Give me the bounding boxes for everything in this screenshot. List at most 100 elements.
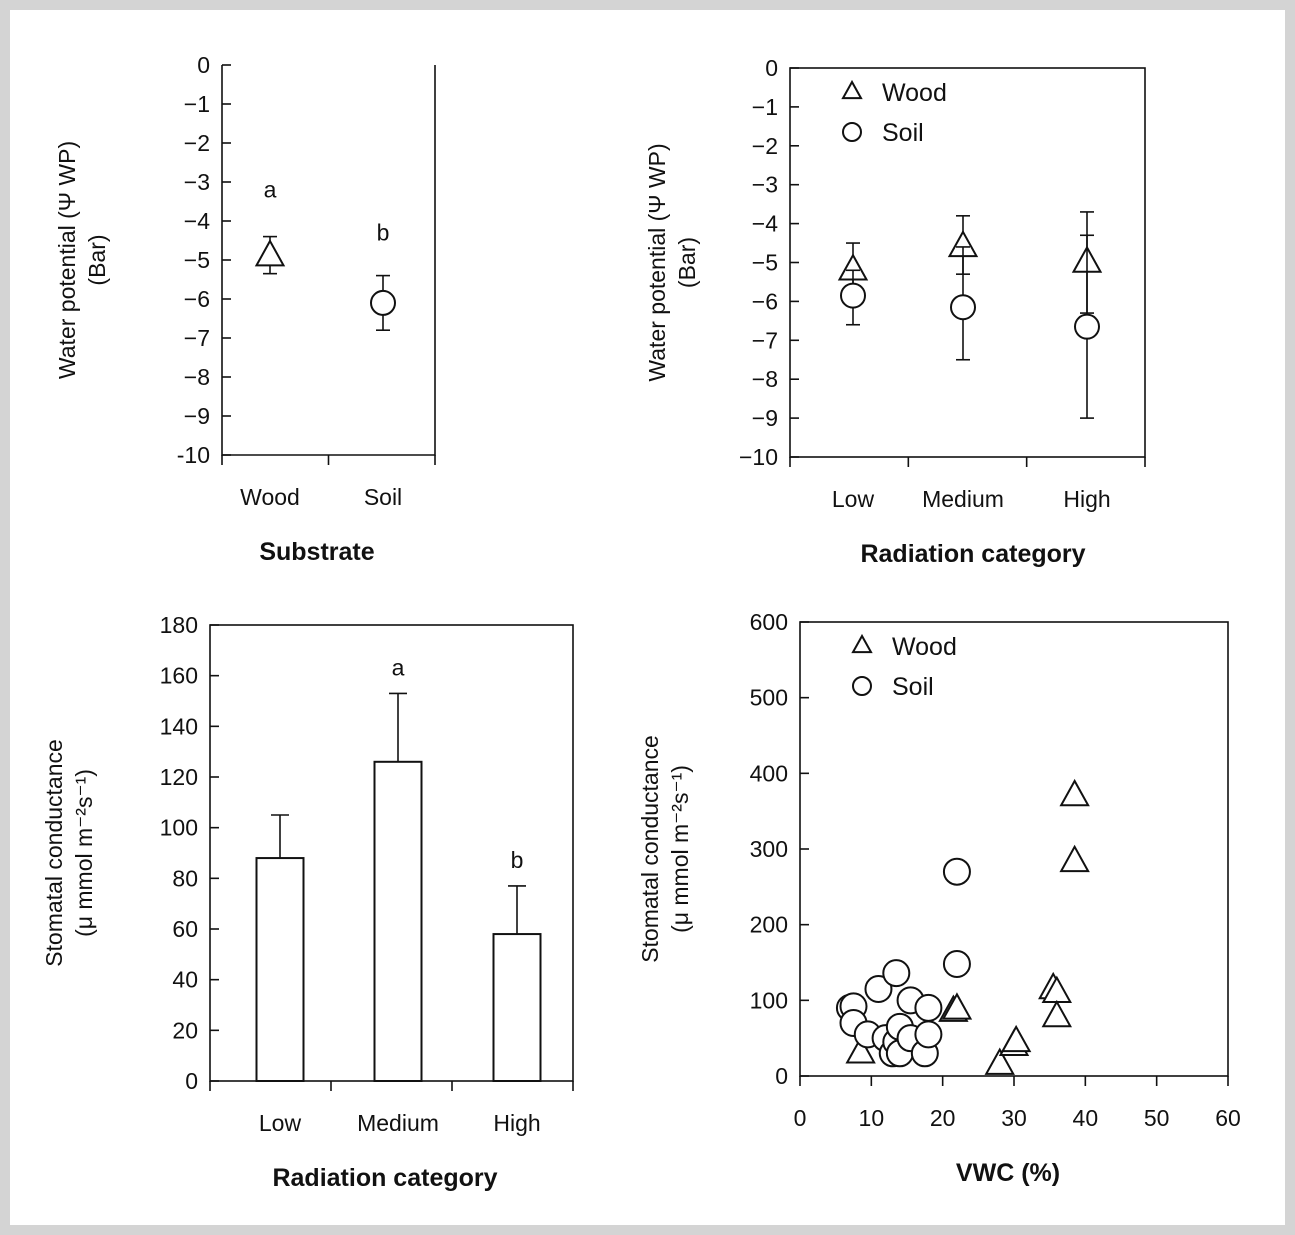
p2-legend-label: Wood [882, 79, 947, 107]
p4-point-circle [882, 959, 911, 988]
p4-point-triangle [1000, 1024, 1032, 1053]
p2-ytick-label: −1 [752, 94, 778, 120]
p2-xtick-label: High [1063, 486, 1110, 512]
p2-ytick-label: −4 [752, 211, 778, 237]
p1-significance-letter: a [264, 177, 277, 203]
p3-xtick-label: Low [259, 1110, 302, 1136]
p4-xtick-label: 40 [1073, 1105, 1099, 1131]
p2-ytick-label: −8 [752, 366, 778, 392]
p4-xlabel: VWC (%) [956, 1159, 1060, 1187]
p4-point-triangle [1041, 999, 1072, 1028]
p2-ylabel-line: Water potential (Ψ WP) [644, 143, 670, 381]
p4-xtick-label: 0 [794, 1105, 807, 1131]
p2-ytick-label: −9 [752, 405, 778, 431]
p4-point-triangle [845, 1036, 876, 1064]
chart-p1: 0 −1 −2 −3 −4 −5 −6 −7 −8 −9 -10 Water potential (Ψ… [54, 52, 436, 566]
p4-point-triangle [941, 992, 973, 1020]
p1-xtick-label: Wood [240, 484, 300, 510]
p2-point-circle [950, 294, 976, 321]
p2-point-circle [1074, 313, 1100, 340]
p2-ylabel-line: (Bar) [674, 237, 700, 288]
p1-ytick-label: −7 [184, 325, 210, 351]
p3-ytick-label: 100 [160, 815, 198, 841]
p2-ytick-label: −10 [739, 444, 778, 470]
p2-xlabel: Radiation category [860, 540, 1085, 568]
p1-significance-letter: b [377, 220, 390, 246]
p3-ytick-label: 140 [160, 713, 198, 739]
p4-legend-label: Soil [892, 673, 934, 701]
p4-xtick-label: 50 [1144, 1105, 1170, 1131]
p4-legend-triangle-icon [851, 633, 873, 654]
p1-ytick-label: −4 [184, 208, 210, 234]
p4-ylabel-line: (μ mmol m⁻²s⁻¹) [667, 765, 693, 933]
p2-xtick-label: Medium [922, 486, 1004, 512]
p1-xlabel: Substrate [259, 538, 374, 566]
p1-point-triangle [254, 238, 286, 267]
p4-point-triangle [1059, 844, 1090, 873]
p1-ytick-label: −8 [184, 364, 210, 390]
p4-ytick-label: 300 [750, 836, 788, 862]
p4-xtick-label: 20 [930, 1105, 956, 1131]
p3-ytick-label: 60 [172, 916, 198, 942]
p2-ytick-label: −6 [752, 288, 778, 314]
p4-point-triangle [984, 1047, 1015, 1075]
p2-ytick-label: −5 [752, 250, 778, 276]
p1-ytick-label: −1 [184, 91, 210, 117]
p2-point-circle [840, 282, 866, 309]
bar [492, 933, 542, 1082]
p2-legend-label: Soil [882, 119, 924, 147]
chart-p3: 0 20 40 60 80 100 120 140 160 180 Stomatal conduct… [41, 612, 574, 1192]
p2-ytick-label: −2 [752, 133, 778, 159]
p2-legend-circle-icon [842, 122, 862, 142]
p2-legend-triangle-icon [841, 79, 863, 100]
p3-xtick-label: High [493, 1110, 540, 1136]
p2-ylabel: Water potential (Ψ WP) (Bar) [644, 143, 700, 381]
p1-ytick-label: −6 [184, 286, 210, 312]
p4-ytick-label: 100 [750, 987, 788, 1013]
p4-point-circle [914, 993, 943, 1022]
p1-ylabel: Water potential (Ψ WP) (Bar) [54, 141, 110, 379]
p1-xtick-label: Soil [364, 484, 402, 510]
p1-ytick-label: −3 [184, 169, 210, 195]
p4-point-circle [942, 857, 971, 886]
p4-ylabel-line: Stomatal conductance [637, 735, 663, 963]
p3-ylabel-line: (μ mmol m⁻²s⁻¹) [71, 769, 97, 937]
p3-ytick-label: 160 [160, 663, 198, 689]
p4-point-circle [864, 974, 893, 1003]
p3-ylabel: Stomatal conductance (μ mmol m⁻²s⁻¹) [41, 739, 97, 967]
p2-ytick-label: 0 [765, 55, 778, 81]
p1-ytick-label: 0 [197, 52, 210, 78]
p3-significance-letter: b [511, 847, 524, 873]
p4-xtick-label: 10 [859, 1105, 885, 1131]
p1-ytick-label: −5 [184, 247, 210, 273]
chart-p2: 0 −1 −2 −3 −4 −5 −6 −7 −8 −9 −10 Water potential (Ψ… [644, 55, 1146, 568]
p4-ytick-label: 200 [750, 912, 788, 938]
p4-point-circle [942, 950, 971, 979]
p3-ylabel-line: Stomatal conductance [41, 739, 67, 967]
p4-legend-label: Wood [892, 633, 957, 661]
p4-ytick-label: 400 [750, 760, 788, 786]
p4-xtick-label: 30 [1001, 1105, 1027, 1131]
p3-ytick-label: 20 [172, 1017, 198, 1043]
p4-ytick-label: 600 [750, 609, 788, 635]
p4-ytick-label: 0 [775, 1063, 788, 1089]
p2-ytick-label: −7 [752, 327, 778, 353]
p3-ytick-label: 40 [172, 967, 198, 993]
p2-ytick-label: −3 [752, 172, 778, 198]
p1-ytick-label: -10 [177, 442, 210, 468]
p1-axes-frame [221, 65, 436, 456]
p3-significance-letter: a [392, 655, 405, 681]
p1-ylabel-line: Water potential (Ψ WP) [54, 141, 80, 379]
p3-xtick-label: Medium [357, 1110, 439, 1136]
p3-xlabel: Radiation category [272, 1164, 497, 1192]
p4-ytick-label: 500 [750, 685, 788, 711]
p3-ytick-label: 0 [185, 1068, 198, 1094]
p1-point-circle [370, 289, 396, 316]
p4-xtick-label: 60 [1215, 1105, 1241, 1131]
p4-point-circle [914, 1020, 943, 1049]
figure-frame: 0 −1 −2 −3 −4 −5 −6 −7 −8 −9 -10 Water potential (Ψ… [10, 10, 1285, 1225]
p3-ytick-label: 80 [172, 865, 198, 891]
p1-ylabel-line: (Bar) [84, 234, 110, 285]
p1-ytick-label: −9 [184, 403, 210, 429]
